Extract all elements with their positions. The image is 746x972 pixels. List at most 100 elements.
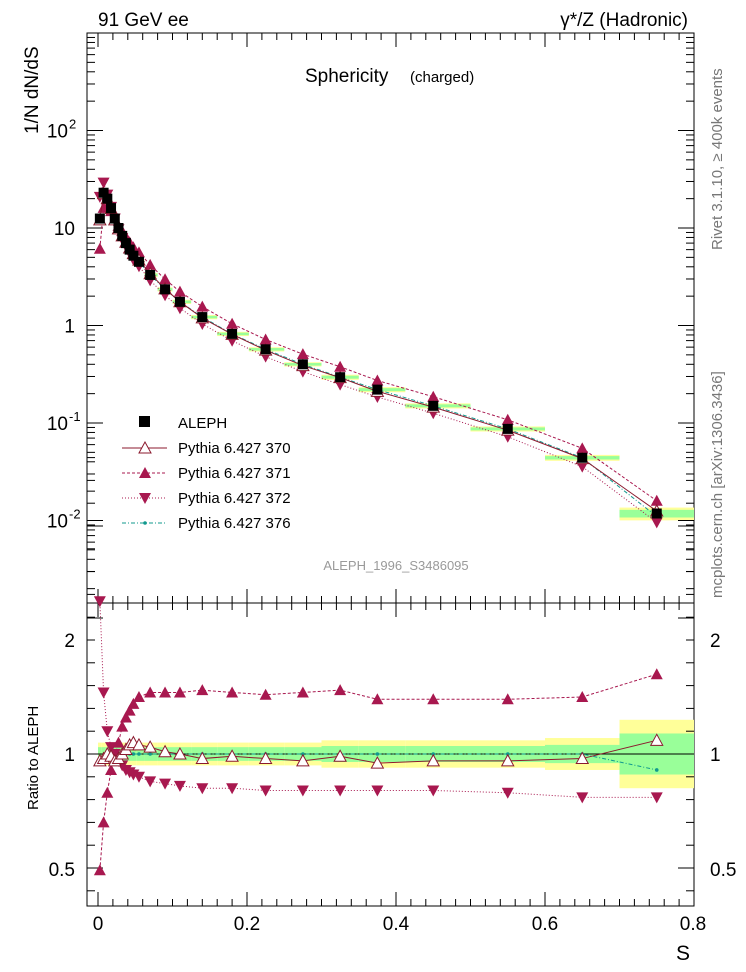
series-point-371 [144,258,157,270]
ratio-point-376 [148,752,152,756]
series-point-371 [93,242,106,254]
ratio-point-371 [259,688,272,700]
ratio-tick-label-05-right: 0.5 [710,860,736,881]
ratio-point-370 [195,751,210,765]
aleph-data-point [227,328,238,339]
aleph-data-point [102,193,113,204]
ratio-point-372 [226,783,239,795]
series-line-370 [99,192,658,512]
ratio-tick-label-2-right: 2 [710,631,721,652]
ratio-point-371 [371,693,384,705]
y-tick-label: 10 [47,414,68,435]
aleph-data-point [297,359,308,370]
ratio-point-372 [427,785,440,797]
aleph-data-point [502,423,513,434]
legend-marker-372 [139,493,151,504]
aleph-data-point [174,296,185,307]
energy-label: 91 GeV ee [98,10,189,31]
process-label: γ*/Z (Hadronic) [560,10,688,31]
ratio-point-372 [101,726,114,738]
series-line-371 [99,205,658,502]
series-point-371 [576,442,589,454]
ratio-point-372 [97,687,110,699]
x-axis-label: S [676,942,690,965]
ratio-point-370 [225,749,239,762]
y-tick-label: 10 [54,219,75,240]
analysis-id: ALEPH_1996_S3486095 [323,558,468,573]
ratio-axis-ticks [87,457,695,906]
x-tick-label-0.4: 0.4 [383,914,410,935]
ratio-point-372 [132,771,145,783]
rivet-label: Rivet 3.1.10, ≥ 400k events [709,68,726,250]
legend-label-371: Pythia 6.427 371 [178,465,291,482]
ratio-tick-label-1-left: 1 [64,745,75,766]
y-tick-label-exponent: 2 [69,117,76,132]
ratio-point-372 [105,742,118,754]
ratio-point-370 [500,753,515,767]
aleph-data-point [120,238,131,249]
ratio-point-371 [116,720,129,732]
aleph-data-point [117,230,128,241]
series-point-371 [334,360,347,372]
y-tick-label-exponent: -2 [69,507,81,522]
series-point-371 [226,317,239,329]
ratio-point-376 [654,768,659,772]
series-point-371 [501,413,514,425]
aleph-data-point [160,284,171,295]
ratio-point-370 [649,733,664,746]
ratio-point-372 [576,792,589,804]
y-tick-label-exponent: -1 [69,409,81,424]
aleph-data-point [651,508,662,519]
aleph-data-point [124,244,135,255]
aleph-data-point [197,312,208,323]
ratio-y-axis-label: Ratio to ALEPH [25,706,42,810]
y-tick-label: 10 [47,512,68,533]
ratio-point-372 [296,785,309,797]
ratio-point-371 [93,864,106,876]
ratio-point-372 [371,785,384,797]
mcplots-label: mcplots.cern.ch [arXiv:1306.3436] [709,371,726,598]
legend-label-376: Pythia 6.427 376 [178,515,291,532]
main-axis-ticks [87,33,695,619]
aleph-data-point [109,213,120,224]
ratio-point-372 [93,596,106,608]
ratio-point-371 [127,697,140,709]
aleph-data-point [128,250,139,261]
ratio-point-370 [426,753,441,767]
x-tick-label-0: 0 [93,914,104,935]
ratio-point-371 [123,704,136,716]
ratio-point-371 [173,686,186,698]
y-axis-label: 1/N dN/dS [22,46,43,134]
series-point-372 [650,517,663,529]
ratio-point-372 [334,785,347,797]
ratio-point-372 [650,792,663,804]
x-tick-label-0.6: 0.6 [532,914,558,935]
legend-label-aleph: ALEPH [178,415,227,432]
aleph-data-point [98,187,109,198]
legend-marker-370 [138,440,152,454]
ratio-point-370 [143,740,157,753]
ratio-point-370 [158,744,172,758]
ratio-point-376 [375,752,380,756]
ratio-point-372 [144,776,157,788]
ratio-point-371 [226,686,239,698]
ratio-series-group [93,596,664,876]
ratio-point-370 [333,749,347,762]
ratio-point-371 [119,711,132,723]
ratio-point-370 [370,756,385,769]
legend-marker-371 [139,467,151,478]
aleph-data-point [106,203,117,214]
aleph-data-point [133,256,144,267]
aleph-data-points [94,187,662,519]
ratio-point-371 [650,668,663,680]
ratio-point-371 [159,686,172,698]
series-point-371 [159,273,172,285]
aleph-data-point [335,372,346,383]
aleph-data-point [577,452,588,463]
series-point-371 [296,348,309,360]
ratio-point-371 [101,786,114,798]
ratio-point-372 [501,787,514,799]
aleph-data-point [372,384,383,395]
